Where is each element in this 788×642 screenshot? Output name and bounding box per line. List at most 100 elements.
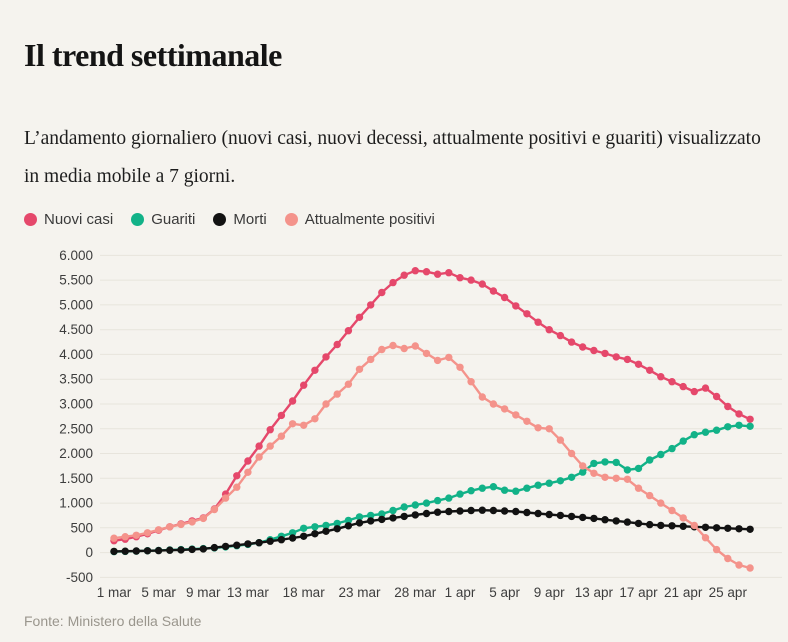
data-point-morti[interactable]: [400, 512, 408, 521]
data-point-guariti[interactable]: [288, 529, 297, 537]
data-point-morti[interactable]: [612, 517, 620, 525]
data-point-guariti[interactable]: [634, 464, 643, 473]
data-point-attualmente-positivi[interactable]: [422, 349, 431, 358]
data-point-nuovi-casi[interactable]: [378, 288, 386, 297]
data-point-morti[interactable]: [143, 547, 152, 555]
data-point-guariti[interactable]: [355, 513, 364, 521]
data-point-guariti[interactable]: [534, 481, 542, 489]
data-point-nuovi-casi[interactable]: [433, 270, 442, 278]
data-point-nuovi-casi[interactable]: [712, 392, 721, 401]
data-point-morti[interactable]: [467, 506, 475, 515]
data-point-morti[interactable]: [300, 532, 308, 540]
data-point-attualmente-positivi[interactable]: [166, 523, 174, 531]
data-point-attualmente-positivi[interactable]: [478, 393, 486, 401]
data-point-morti[interactable]: [478, 506, 486, 514]
data-point-attualmente-positivi[interactable]: [724, 554, 732, 563]
data-point-nuovi-casi[interactable]: [623, 355, 632, 364]
data-point-guariti[interactable]: [478, 484, 486, 492]
data-point-morti[interactable]: [724, 524, 732, 532]
data-point-attualmente-positivi[interactable]: [579, 462, 587, 470]
data-point-attualmente-positivi[interactable]: [378, 345, 386, 354]
data-point-attualmente-positivi[interactable]: [322, 400, 330, 408]
data-point-nuovi-casi[interactable]: [277, 411, 286, 420]
data-point-guariti[interactable]: [612, 458, 620, 467]
data-point-guariti[interactable]: [746, 422, 754, 430]
data-point-attualmente-positivi[interactable]: [556, 436, 565, 444]
data-point-attualmente-positivi[interactable]: [344, 380, 353, 388]
data-point-attualmente-positivi[interactable]: [623, 475, 632, 483]
data-point-morti[interactable]: [601, 516, 609, 524]
data-point-morti[interactable]: [344, 522, 353, 530]
data-point-morti[interactable]: [389, 514, 397, 522]
data-point-nuovi-casi[interactable]: [233, 472, 241, 480]
data-point-nuovi-casi[interactable]: [646, 366, 654, 374]
data-point-nuovi-casi[interactable]: [322, 353, 330, 361]
data-point-morti[interactable]: [333, 525, 341, 533]
legend-item-morti[interactable]: Morti: [213, 211, 267, 228]
data-point-nuovi-casi[interactable]: [456, 274, 464, 282]
data-point-morti[interactable]: [188, 545, 196, 554]
data-point-nuovi-casi[interactable]: [634, 360, 643, 368]
data-point-guariti[interactable]: [344, 516, 353, 525]
data-point-guariti[interactable]: [400, 503, 408, 511]
data-point-guariti[interactable]: [367, 511, 375, 520]
data-point-attualmente-positivi[interactable]: [288, 420, 297, 428]
data-point-morti[interactable]: [199, 545, 207, 553]
data-point-nuovi-casi[interactable]: [724, 402, 732, 411]
data-point-attualmente-positivi[interactable]: [154, 526, 163, 534]
data-point-guariti[interactable]: [523, 484, 531, 492]
data-point-guariti[interactable]: [389, 506, 397, 515]
data-point-morti[interactable]: [545, 510, 553, 519]
data-point-attualmente-positivi[interactable]: [701, 534, 710, 542]
data-point-guariti[interactable]: [445, 494, 453, 502]
data-point-morti[interactable]: [579, 513, 587, 522]
data-point-attualmente-positivi[interactable]: [612, 474, 620, 482]
data-point-nuovi-casi[interactable]: [333, 340, 341, 349]
data-point-attualmente-positivi[interactable]: [433, 356, 442, 365]
data-point-morti[interactable]: [166, 546, 174, 554]
data-point-morti[interactable]: [255, 539, 263, 547]
data-point-attualmente-positivi[interactable]: [445, 353, 453, 362]
data-point-attualmente-positivi[interactable]: [143, 529, 152, 537]
data-point-nuovi-casi[interactable]: [612, 353, 620, 361]
data-point-morti[interactable]: [534, 509, 542, 518]
data-point-attualmente-positivi[interactable]: [355, 365, 364, 373]
data-point-nuovi-casi[interactable]: [288, 397, 297, 405]
data-point-guariti[interactable]: [601, 458, 609, 466]
data-point-nuovi-casi[interactable]: [478, 280, 486, 288]
data-point-nuovi-casi[interactable]: [311, 366, 319, 374]
data-point-nuovi-casi[interactable]: [690, 387, 698, 396]
data-point-nuovi-casi[interactable]: [344, 327, 353, 335]
data-point-morti[interactable]: [378, 515, 386, 524]
data-point-nuovi-casi[interactable]: [534, 318, 542, 326]
data-point-morti[interactable]: [445, 507, 453, 516]
data-point-morti[interactable]: [712, 524, 721, 532]
data-point-attualmente-positivi[interactable]: [389, 341, 397, 350]
data-point-attualmente-positivi[interactable]: [121, 533, 129, 541]
data-point-morti[interactable]: [154, 546, 163, 555]
data-point-guariti[interactable]: [567, 473, 576, 481]
data-point-nuovi-casi[interactable]: [411, 267, 419, 275]
data-point-morti[interactable]: [110, 547, 118, 556]
data-point-nuovi-casi[interactable]: [735, 410, 743, 418]
data-point-morti[interactable]: [367, 517, 375, 525]
data-point-guariti[interactable]: [701, 428, 710, 436]
data-point-guariti[interactable]: [489, 483, 498, 491]
data-point-nuovi-casi[interactable]: [701, 384, 710, 392]
data-point-attualmente-positivi[interactable]: [679, 514, 687, 522]
data-point-attualmente-positivi[interactable]: [199, 514, 207, 523]
data-point-morti[interactable]: [411, 511, 419, 519]
data-point-nuovi-casi[interactable]: [367, 301, 375, 309]
data-point-guariti[interactable]: [646, 456, 654, 464]
data-point-morti[interactable]: [422, 509, 431, 518]
data-point-nuovi-casi[interactable]: [445, 269, 453, 277]
data-point-attualmente-positivi[interactable]: [132, 531, 140, 539]
data-point-guariti[interactable]: [467, 487, 475, 495]
data-point-attualmente-positivi[interactable]: [746, 564, 754, 572]
data-point-attualmente-positivi[interactable]: [367, 355, 375, 364]
legend-item-attualmente-positivi[interactable]: Attualmente positivi: [284, 211, 435, 228]
data-point-attualmente-positivi[interactable]: [221, 494, 230, 502]
data-point-nuovi-casi[interactable]: [467, 276, 475, 284]
data-point-morti[interactable]: [634, 519, 643, 528]
data-point-nuovi-casi[interactable]: [590, 346, 598, 355]
